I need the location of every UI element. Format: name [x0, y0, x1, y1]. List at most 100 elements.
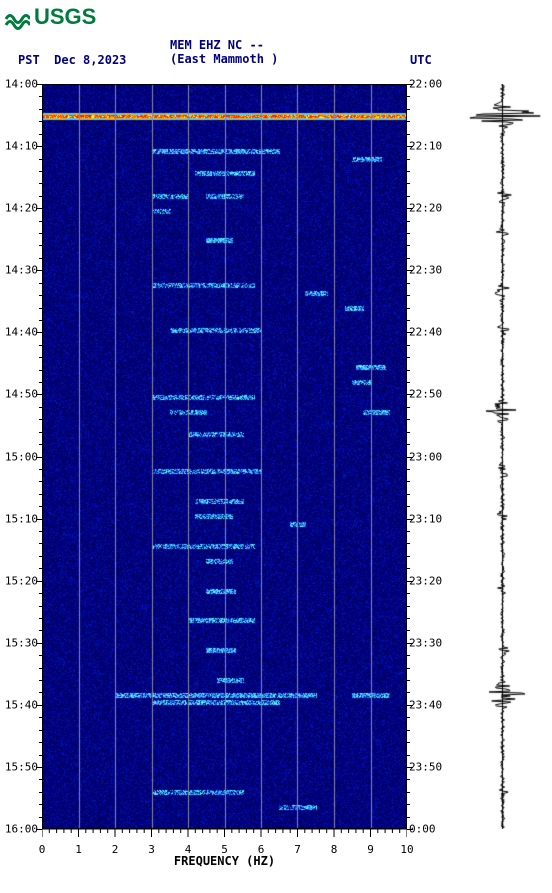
y-tick: [39, 568, 42, 569]
y-tick: [407, 494, 410, 495]
y-tick: [407, 444, 410, 445]
y-tick: [39, 668, 42, 669]
usgs-logo: USGS: [4, 4, 96, 30]
y-tick: [39, 382, 42, 383]
y-tick: [39, 543, 42, 544]
y-tick: [39, 779, 42, 780]
y-tick: [39, 357, 42, 358]
y-tick: [407, 171, 410, 172]
y-tick: [39, 606, 42, 607]
y-tick: [39, 593, 42, 594]
left-time-label: 14:50: [0, 388, 38, 401]
y-tick: [407, 680, 410, 681]
y-tick: [39, 221, 42, 222]
right-time-label: 22:50: [409, 388, 449, 401]
y-tick: [39, 556, 42, 557]
seismogram-trace: [460, 84, 545, 829]
y-tick: [407, 407, 410, 408]
pst-text: PST: [18, 53, 40, 67]
x-axis-title: FREQUENCY (HZ): [42, 854, 407, 868]
right-timezone: UTC: [410, 53, 432, 67]
y-tick: [407, 419, 410, 420]
y-tick: [39, 196, 42, 197]
y-tick: [407, 295, 410, 296]
left-time-label: 15:00: [0, 450, 38, 463]
y-tick: [39, 419, 42, 420]
y-tick: [39, 96, 42, 97]
y-tick: [39, 817, 42, 818]
y-tick: [407, 109, 410, 110]
y-tick: [39, 295, 42, 296]
x-axis-ticks-svg: [42, 829, 407, 843]
left-time-label: 15:40: [0, 698, 38, 711]
y-tick: [39, 618, 42, 619]
y-tick: [407, 96, 410, 97]
y-tick: [407, 668, 410, 669]
y-tick: [407, 233, 410, 234]
y-tick: [39, 655, 42, 656]
y-tick: [39, 320, 42, 321]
y-tick: [407, 730, 410, 731]
y-tick: [39, 730, 42, 731]
y-tick: [407, 804, 410, 805]
spectrogram-canvas: [42, 84, 407, 829]
y-tick: [407, 134, 410, 135]
station-code: MEM EHZ NC --: [170, 38, 278, 52]
y-tick: [407, 606, 410, 607]
y-tick: [39, 792, 42, 793]
y-tick: [39, 283, 42, 284]
right-time-label: 23:20: [409, 574, 449, 587]
y-tick: [39, 717, 42, 718]
y-tick: [39, 245, 42, 246]
y-tick: [39, 432, 42, 433]
y-tick: [407, 593, 410, 594]
right-time-label: 23:50: [409, 760, 449, 773]
left-timezone-date: PST Dec 8,2023: [18, 53, 126, 67]
y-tick: [39, 755, 42, 756]
y-tick: [39, 804, 42, 805]
y-tick: [407, 357, 410, 358]
station-header: MEM EHZ NC -- (East Mammoth ): [170, 38, 278, 66]
right-time-label: 23:00: [409, 450, 449, 463]
y-tick: [39, 308, 42, 309]
right-time-axis: 22:0022:1022:2022:3022:4022:5023:0023:10…: [407, 84, 449, 829]
seismogram-canvas: [460, 84, 545, 829]
y-tick: [39, 183, 42, 184]
y-tick: [39, 494, 42, 495]
y-tick: [407, 345, 410, 346]
usgs-logo-text: USGS: [34, 4, 96, 30]
y-tick: [407, 630, 410, 631]
left-time-label: 14:40: [0, 326, 38, 339]
y-tick: [407, 183, 410, 184]
y-tick: [407, 742, 410, 743]
y-tick: [407, 432, 410, 433]
y-tick: [407, 320, 410, 321]
y-tick: [407, 531, 410, 532]
station-name: (East Mammoth ): [170, 52, 278, 66]
usgs-wave-icon: [4, 4, 30, 30]
date-text: Dec 8,2023: [54, 53, 126, 67]
right-time-label: 22:30: [409, 264, 449, 277]
y-tick: [39, 630, 42, 631]
spectrogram-plot: [42, 84, 407, 829]
y-tick: [407, 792, 410, 793]
y-tick: [39, 233, 42, 234]
y-tick: [407, 221, 410, 222]
y-tick: [39, 742, 42, 743]
y-tick: [407, 717, 410, 718]
y-tick: [407, 283, 410, 284]
right-time-label: 23:40: [409, 698, 449, 711]
y-tick: [39, 345, 42, 346]
y-tick: [407, 245, 410, 246]
y-tick: [407, 779, 410, 780]
y-tick: [407, 382, 410, 383]
y-tick: [39, 506, 42, 507]
y-tick: [407, 481, 410, 482]
left-time-label: 14:00: [0, 78, 38, 91]
left-time-label: 15:30: [0, 636, 38, 649]
y-tick: [39, 109, 42, 110]
right-time-label: 23:30: [409, 636, 449, 649]
left-time-label: 14:20: [0, 202, 38, 215]
y-tick: [407, 655, 410, 656]
y-tick: [39, 159, 42, 160]
